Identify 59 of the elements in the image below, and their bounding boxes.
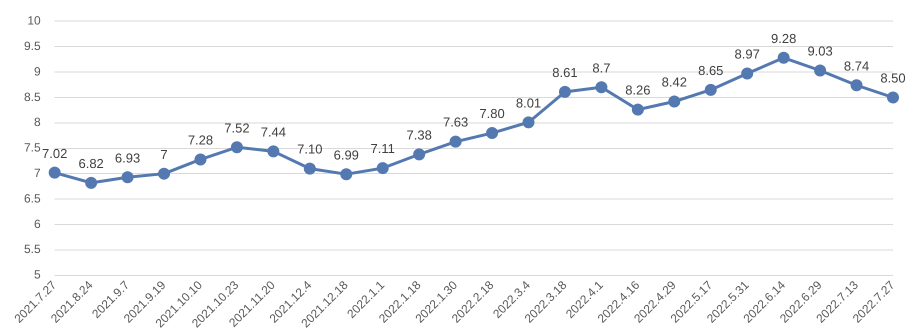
y-tick-label: 6 (34, 216, 41, 231)
point (230, 141, 243, 154)
data-label: 9.28 (771, 30, 796, 46)
point (704, 84, 717, 96)
point (304, 162, 316, 175)
data-label: 7.10 (297, 142, 322, 157)
data-label: 8.7 (592, 60, 610, 76)
data-label: 7.28 (188, 132, 214, 148)
point (486, 127, 498, 140)
data-label: 8.74 (844, 58, 870, 74)
data-label: 8.26 (625, 82, 651, 98)
point (267, 145, 280, 158)
point (741, 68, 754, 80)
data-label: 7 (160, 146, 168, 162)
data-label: 7.44 (260, 124, 286, 140)
y-tick-label: 9.5 (24, 38, 41, 53)
data-label: 8.01 (516, 95, 542, 110)
y-tick-label: 10 (27, 14, 41, 28)
data-label: 7.02 (42, 146, 68, 161)
y-tick-label: 8.5 (24, 90, 41, 104)
point (632, 104, 644, 116)
data-label: 9.03 (807, 44, 833, 59)
data-label: 8.97 (734, 46, 760, 62)
data-label: 6.99 (334, 147, 359, 162)
data-label: 7.52 (224, 120, 250, 136)
y-tick-label: 7 (34, 166, 41, 180)
point (850, 79, 863, 92)
point (814, 64, 826, 77)
point (48, 166, 61, 179)
data-label: 7.63 (442, 114, 468, 130)
point (522, 116, 535, 128)
y-tick-label: 6.5 (24, 191, 41, 206)
y-tick-label: 7.5 (24, 140, 41, 155)
y-tick-label: 5.5 (24, 242, 41, 256)
data-label: 7.80 (479, 106, 505, 122)
point (450, 136, 462, 148)
data-label: 8.61 (552, 64, 578, 80)
point (85, 176, 98, 189)
point (194, 153, 206, 166)
point (887, 91, 899, 104)
point (340, 168, 352, 180)
y-tick-label: 9 (34, 64, 41, 78)
point (558, 86, 571, 98)
point (158, 168, 170, 180)
data-label: 6.93 (114, 150, 140, 166)
y-tick-label: 5 (34, 268, 41, 282)
point (595, 81, 608, 94)
point (122, 171, 134, 184)
point (413, 148, 426, 160)
data-label: 8.65 (698, 62, 724, 78)
data-label: 8.42 (662, 74, 687, 90)
point (376, 162, 389, 174)
y-tick-label: 8 (34, 115, 41, 130)
point (778, 52, 790, 64)
data-label: 8.50 (880, 70, 906, 86)
data-label: 7.38 (406, 127, 432, 142)
point (668, 96, 680, 108)
data-label: 7.11 (370, 141, 395, 156)
data-label: 6.82 (78, 156, 104, 171)
